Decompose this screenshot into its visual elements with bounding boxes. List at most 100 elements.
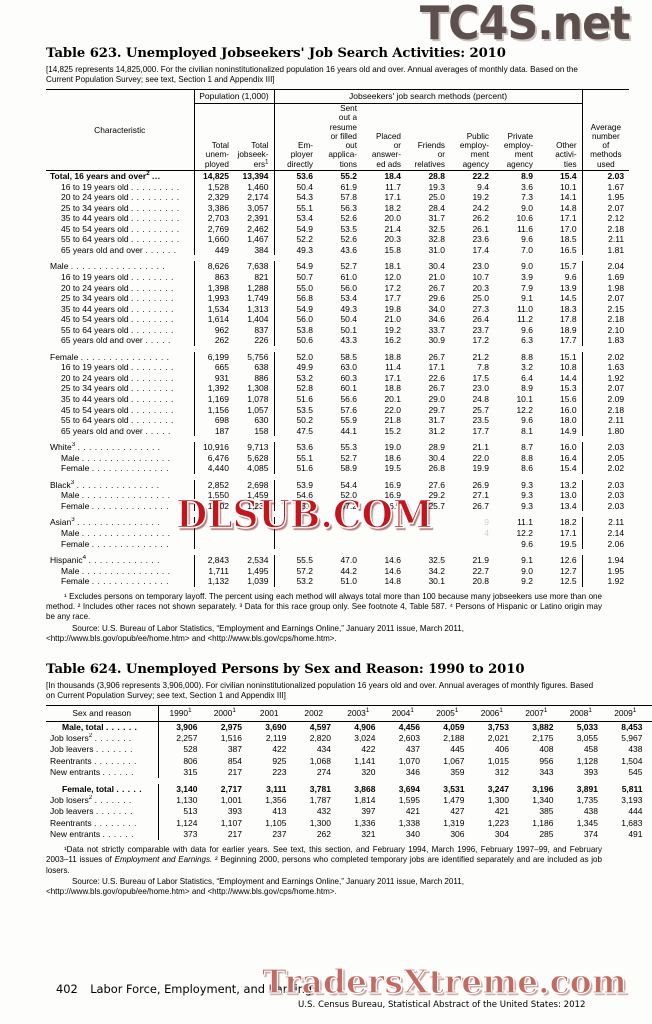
table-cell: 21.2 [472, 351, 489, 362]
header-year-2004: 20041 [391, 707, 414, 719]
table-cell [273, 527, 318, 539]
hdr-ot-l2: activi- [555, 150, 577, 160]
table-cell: 23.0 [472, 261, 489, 272]
table-cell: 22.0 [384, 404, 401, 415]
row-label: Job leavers . . . . . . . [50, 806, 134, 817]
table-cell: 10.7 [472, 271, 489, 282]
hdr-ed-l3: directly [287, 159, 313, 169]
table-cell: 20.8 [472, 576, 489, 587]
table-cell [234, 539, 274, 550]
table-cell: 26.7 [428, 351, 445, 362]
table-624-header-row: Sex and reason 19901 20001 2001 2002 20031 20… [46, 705, 652, 722]
table-cell: 22.7 [472, 565, 489, 576]
table-cell: 23.5 [472, 415, 489, 426]
table-cell: 3,694 [398, 783, 420, 794]
row-label: 25 to 34 years old . . . . . . . . [61, 383, 174, 394]
header-population-span: Population (1,000) [193, 89, 274, 104]
table-cell: 821 [254, 271, 269, 282]
table-cell: 9.3 [521, 500, 533, 511]
table-cell: 1.69 [581, 271, 630, 283]
table-cell: 931 [193, 372, 234, 384]
hdr-avg-l3: of [602, 141, 610, 151]
table-cell: 320 [361, 766, 376, 777]
table-cell: 312 [494, 766, 509, 777]
table-cell: 3,891 [576, 783, 598, 794]
row-label: Female . . . . . . . . . . . . . . [61, 463, 169, 474]
table-cell: 1,467 [247, 234, 269, 245]
table-cell: 3,057 [247, 202, 269, 213]
table-cell: 17.7 [560, 335, 577, 346]
table-cell: 12.5 [560, 576, 577, 587]
table-cell: 304 [494, 828, 509, 839]
header-year-2001: 2001 [259, 708, 279, 719]
table-row: Male . . . . . . . . . . . . . . . . 6,47… [46, 452, 630, 464]
table-cell: 30.9 [428, 335, 445, 346]
table-623-source-line1: Source: U.S. Bureau of Labor Statistics,… [72, 623, 464, 633]
table-cell: 2,698 [247, 479, 269, 490]
table-cell: 8,453 [621, 721, 643, 732]
header-sex-and-reason: Sex and reason [72, 708, 132, 719]
table-cell: 340 [405, 828, 420, 839]
table-cell: 408 [539, 744, 554, 755]
header-year-1990: 19901 [157, 705, 203, 722]
table-row: 16 to 19 years old . . . . . . . . 665 638… [46, 362, 630, 373]
table-cell: 1,340 [532, 795, 554, 806]
table-row: Job losers2 . . . . . . . 1,130 1,001 1,356… [46, 795, 652, 807]
table-cell: 2,852 [193, 479, 234, 491]
table-cell: 7.3 [521, 192, 533, 203]
table-cell: 2.02 [581, 463, 630, 474]
table-cell: 2,975 [220, 721, 242, 732]
table-cell: 422 [361, 744, 376, 755]
table-cell: 4 [484, 527, 489, 538]
table-cell: 2.05 [581, 452, 630, 464]
table-cell: 4,906 [354, 721, 376, 732]
table-cell: 9.3 [521, 479, 533, 490]
row-label: Total, 16 years and over2 ... [50, 170, 161, 182]
table-cell: 638 [254, 362, 269, 373]
table-cell: 285 [539, 828, 554, 839]
table-cell: 1,749 [247, 293, 269, 304]
table-cell: 12.6 [560, 555, 577, 566]
table-row: 25 to 34 years old . . . . . . . . 1,993 1… [46, 293, 630, 304]
table-cell: 26.1 [472, 223, 489, 234]
hdr-pu-l2: employ- [459, 141, 489, 151]
table-cell: 2.03 [581, 479, 630, 491]
table-cell: 2.07 [581, 383, 630, 394]
row-label: 45 to 54 years old . . . . . . . . . [61, 223, 180, 234]
table-cell: 19.9 [472, 463, 489, 474]
table-cell: 55.5 [273, 555, 318, 566]
table-cell: 1,993 [193, 293, 234, 304]
table-cell: 2.18 [581, 223, 630, 235]
header-year-2010: 20101 [648, 706, 652, 722]
table-cell: 17.7 [384, 293, 401, 304]
table-cell: 7.9 [521, 282, 533, 293]
table-cell: 262 [193, 335, 234, 346]
table-cell: 44.2 [340, 565, 357, 576]
footer-section-title: Labor Force, Employment, and Earnings [90, 982, 318, 996]
row-label: 16 to 19 years old . . . . . . . . [61, 271, 174, 282]
table-cell: 1.98 [581, 282, 630, 294]
table-cell: 432 [316, 806, 331, 817]
table-cell [318, 539, 362, 550]
table-cell: 1,057 [247, 404, 269, 415]
table-cell: 3,331 [648, 795, 652, 806]
table-cell: 17.7 [472, 425, 489, 436]
table-cell: 306 [450, 828, 465, 839]
row-label: Female . . . . . . . . . . . . . . [61, 538, 169, 549]
table-row: 55 to 64 years old . . . . . . . . 962 837… [46, 324, 630, 336]
hdr-pa-l4: ed ads [376, 159, 401, 169]
hdr-sr-l2: out a [338, 113, 357, 123]
hdr-pr-l4: agency [506, 159, 533, 169]
table-cell: 1,239 [247, 500, 269, 511]
header-placed-ads: Placed or answer- ed ads [362, 103, 406, 170]
table-cell: 14.6 [384, 565, 401, 576]
row-label: 35 to 44 years old . . . . . . . . [61, 393, 174, 404]
header-year-2007: 20071 [525, 707, 548, 719]
table-cell [234, 528, 274, 539]
table-cell: 58.9 [340, 463, 357, 474]
table-cell: 20.0 [384, 213, 401, 224]
row-label: Male . . . . . . . . . . . . . . . . [61, 490, 171, 501]
table-cell [193, 517, 234, 528]
table-cell: 52.0 [340, 490, 357, 501]
